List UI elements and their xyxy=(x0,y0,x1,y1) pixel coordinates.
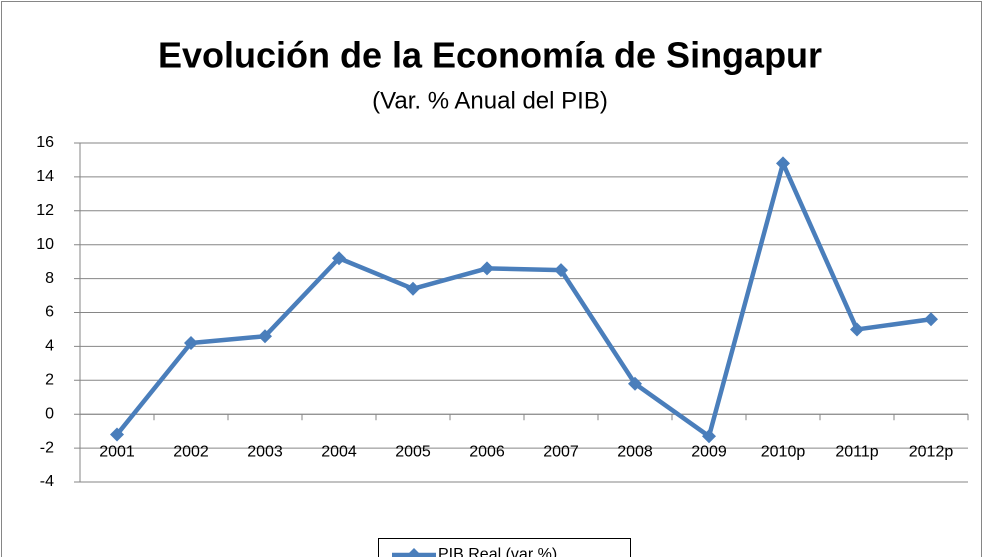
y-tick-label: 12 xyxy=(36,202,54,219)
marker xyxy=(924,312,938,327)
y-tick-label: 14 xyxy=(36,168,54,185)
series-line xyxy=(115,161,932,439)
x-tick-label: 2002 xyxy=(173,443,209,460)
marker xyxy=(628,376,642,391)
y-tick-label: 4 xyxy=(45,338,54,355)
y-tick-label: 16 xyxy=(36,134,54,151)
legend-label: PIB Real (var %) xyxy=(438,546,557,557)
y-tick-label: 6 xyxy=(45,304,54,321)
x-tick-label: 2012p xyxy=(909,443,954,460)
chart-subtitle: (Var. % Anual del PIB) xyxy=(372,87,608,114)
y-tick-label: 0 xyxy=(45,405,54,422)
x-tick-label: 2008 xyxy=(617,443,653,460)
marker xyxy=(110,427,124,442)
x-tick-label: 2001 xyxy=(99,443,135,460)
x-tick-label: 2003 xyxy=(247,443,283,460)
marker xyxy=(258,329,272,344)
marker xyxy=(850,322,864,337)
marker xyxy=(702,429,716,444)
x-tick-label: 2005 xyxy=(395,443,431,460)
marker xyxy=(480,261,494,276)
legend-marker xyxy=(407,548,421,557)
x-tick-label: 2011p xyxy=(835,443,878,460)
marker xyxy=(406,281,420,296)
marker xyxy=(184,336,198,351)
legend-box xyxy=(378,538,631,557)
chart-title: Evolución de la Economía de Singapur xyxy=(158,35,822,76)
marker xyxy=(332,251,346,266)
x-tick-label: 2004 xyxy=(321,443,357,460)
x-tick-label: 2007 xyxy=(543,443,579,460)
x-tick-label: 2009 xyxy=(691,443,727,460)
y-tick-label: -4 xyxy=(40,473,54,490)
y-tick-label: 8 xyxy=(45,270,54,287)
y-tick-label: 10 xyxy=(36,236,54,253)
marker xyxy=(776,156,790,171)
y-tick-label: -2 xyxy=(40,439,54,456)
x-tick-label: 2006 xyxy=(469,443,505,460)
y-tick-label: 2 xyxy=(45,372,54,389)
x-tick-label: 2010p xyxy=(761,443,806,460)
marker xyxy=(554,263,568,278)
